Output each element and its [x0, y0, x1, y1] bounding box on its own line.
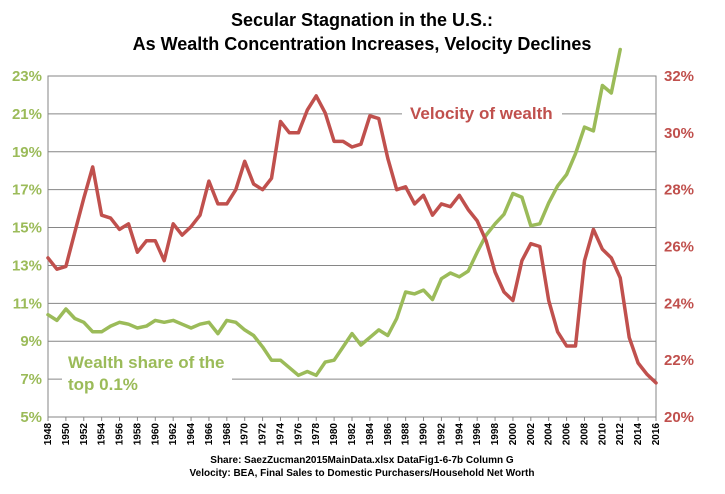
- x-tick-label: 1996: [472, 423, 483, 446]
- wealth-series-label-line2: top 0.1%: [68, 375, 138, 394]
- chart-title-line2: As Wealth Concentration Increases, Veloc…: [133, 34, 592, 54]
- x-tick-label: 2002: [526, 423, 537, 446]
- x-tick-label: 1964: [186, 423, 197, 446]
- x-tick-label: 1972: [258, 423, 269, 446]
- x-tick-label: 2000: [508, 423, 519, 446]
- x-tick-label: 1980: [329, 423, 340, 446]
- x-tick-label: 1982: [347, 423, 358, 446]
- x-tick-label: 1952: [79, 423, 90, 446]
- velocity-label-bg: [402, 100, 562, 126]
- left-tick-label: 9%: [20, 333, 42, 350]
- x-tick-label: 1948: [43, 423, 54, 446]
- x-tick-label: 1950: [61, 423, 72, 446]
- right-tick-label: 20%: [664, 409, 694, 426]
- x-tick-label: 1990: [419, 423, 430, 446]
- x-tick-label: 2008: [579, 423, 590, 446]
- x-tick-label: 1978: [311, 423, 322, 446]
- x-tick-label: 1958: [132, 423, 143, 446]
- chart-title-line1: Secular Stagnation in the U.S.:: [231, 10, 493, 30]
- x-tick-label: 2012: [615, 423, 626, 446]
- left-tick-label: 13%: [12, 257, 42, 274]
- wealth-label-bg: [62, 350, 232, 398]
- x-tick-label: 1984: [365, 423, 376, 446]
- x-tick-label: 1968: [222, 423, 233, 446]
- left-tick-label: 5%: [20, 409, 42, 426]
- wealth-share-line: [46, 47, 622, 378]
- left-tick-label: 21%: [12, 106, 42, 123]
- right-tick-label: 32%: [664, 68, 694, 85]
- x-tick-label: 1994: [454, 423, 465, 446]
- x-tick-label: 1988: [401, 423, 412, 446]
- left-axis-ticks: 5% 7% 9% 11% 13% 15% 17% 19% 21% 23%: [12, 68, 42, 426]
- right-tick-label: 30%: [664, 125, 694, 142]
- right-axis-ticks: 20% 22% 24% 26% 28% 30% 32%: [664, 68, 694, 426]
- x-tick-label: 1954: [97, 423, 108, 446]
- x-tick-label: 1960: [150, 423, 161, 446]
- x-tick-label: 2006: [562, 423, 573, 446]
- x-tick-label: 2004: [544, 423, 555, 446]
- x-tick-label: 1998: [490, 423, 501, 446]
- x-tick-label: 2014: [633, 423, 644, 446]
- x-tick-label: 2010: [597, 423, 608, 446]
- source-note-line1: Share: SaezZucman2015MainData.xlsx DataF…: [210, 455, 514, 466]
- left-tick-label: 15%: [12, 220, 42, 237]
- right-tick-label: 24%: [664, 295, 694, 312]
- x-tick-label: 1986: [383, 423, 394, 446]
- right-tick-label: 28%: [664, 182, 694, 199]
- left-tick-label: 19%: [12, 144, 42, 161]
- velocity-series-label: Velocity of wealth: [410, 104, 553, 123]
- left-tick-label: 7%: [20, 371, 42, 388]
- source-note-line2: Velocity: BEA, Final Sales to Domestic P…: [190, 468, 535, 479]
- x-tick-label: 1966: [204, 423, 215, 446]
- x-tick-label: 2016: [651, 423, 662, 446]
- x-tick-label: 1956: [115, 423, 126, 446]
- left-tick-label: 17%: [12, 182, 42, 199]
- velocity-line: [46, 94, 658, 385]
- left-tick-label: 11%: [13, 295, 42, 312]
- x-axis-ticks: 1948 1950 1952 1954 1956 1958 1960 1962 1964 1966…: [43, 417, 662, 445]
- x-tick-label: 1974: [275, 423, 286, 446]
- x-tick-label: 1992: [436, 423, 447, 446]
- x-tick-label: 1962: [168, 423, 179, 446]
- right-tick-label: 26%: [664, 239, 694, 256]
- x-tick-label: 1970: [240, 423, 251, 446]
- x-tick-label: 1976: [293, 423, 304, 446]
- left-tick-label: 23%: [12, 68, 42, 85]
- wealth-series-label-line1: Wealth share of the: [68, 353, 225, 372]
- right-tick-label: 22%: [664, 352, 694, 369]
